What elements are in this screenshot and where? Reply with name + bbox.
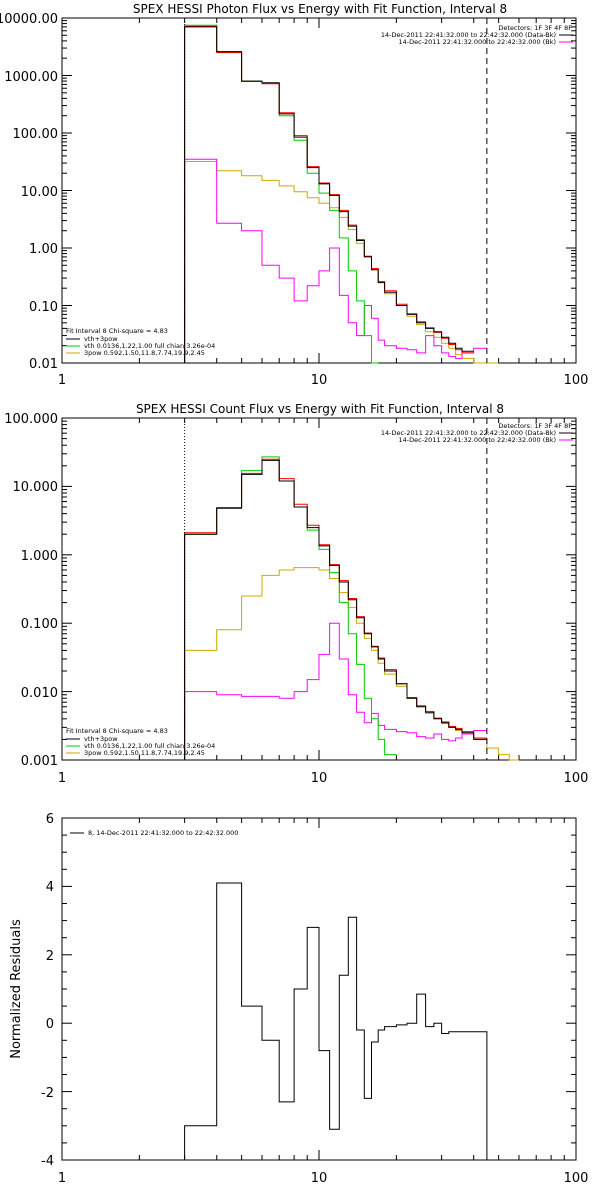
photon-flux-legend-detectors: Detectors: 1F 3F 4F 8F xyxy=(498,24,572,32)
count-flux-ticks xyxy=(61,417,576,761)
photon-flux-x-tick-label-100: 100 xyxy=(564,373,589,388)
photon-flux-y-tick-label: 1000.00 xyxy=(4,70,58,85)
count-flux-y-tick-label: 100.000 xyxy=(4,412,58,427)
photon-flux-series xyxy=(184,24,499,364)
count-flux-y-tick-label: 10.000 xyxy=(13,480,59,495)
count-flux-legend-bk: 14-Dec-2011 22:41:32.000 to 22:42:32.000… xyxy=(399,436,557,444)
photon-flux-fit-range-lines xyxy=(184,18,488,363)
photon-flux-legend-fit-interval: Fit Interval 8 Chi-square = 4.83 xyxy=(66,327,168,335)
residuals-x-tick-label-1: 1 xyxy=(58,1171,66,1186)
photon-flux-title: SPEX HESSI Photon Flux vs Energy with Fi… xyxy=(133,2,507,16)
photon-flux-y-tick-label: 10000.00 xyxy=(0,12,58,27)
count-flux-y-tick-label: 1.000 xyxy=(21,549,58,564)
count-flux-x-tick-label-100: 100 xyxy=(564,771,589,786)
count-flux-legend-model: vth+3pow xyxy=(84,735,118,743)
residuals-y-tick-label: -4 xyxy=(41,1154,54,1169)
count-flux-x-tick-label-10: 10 xyxy=(311,771,328,786)
data-minus-bk-histogram xyxy=(184,26,474,363)
residuals-histogram xyxy=(184,882,488,1160)
count-flux-legend-detectors: Detectors: 1F 3F 4F 8F xyxy=(498,422,572,430)
photon-flux-legend-vth: vth 0.0136,1.22,1.00 full chian 3.26e-04 xyxy=(84,342,215,350)
photon-flux-y-tick-label: 0.10 xyxy=(29,300,58,315)
residuals-x-tick-label-100: 100 xyxy=(564,1171,589,1186)
residuals-y-tick-label: 2 xyxy=(46,949,54,964)
photon-flux-y-tick-label: 1.00 xyxy=(29,242,58,257)
residuals-y-tick-label: 6 xyxy=(46,812,54,827)
residuals-legend: 8, 14-Dec-2011 22:41:32.000 to 22:42:32.… xyxy=(88,829,238,837)
count-flux-legend-data: 14-Dec-2011 22:41:32.000 to 22:42:32.000… xyxy=(381,429,556,437)
photon-flux-y-tick-label: 0.01 xyxy=(29,357,58,372)
residuals-x-tick-label-10: 10 xyxy=(311,1171,328,1186)
photon-flux-legend-data: 14-Dec-2011 22:41:32.000 to 22:42:32.000… xyxy=(381,31,556,39)
photon-flux-y-tick-label: 100.00 xyxy=(13,127,59,142)
photon-flux-y-tick-label: 10.00 xyxy=(21,185,58,200)
count-flux-panel: SPEX HESSI Count Flux vs Energy with Fit… xyxy=(4,402,588,786)
count-flux-y-tick-label: 0.010 xyxy=(21,686,58,701)
count-flux-legend-3pow: 3pow 0.592,1.50,11.8,7.74,19.9,2.45 xyxy=(84,749,205,757)
residuals-series xyxy=(184,882,488,1160)
photon-flux-panel: SPEX HESSI Photon Flux vs Energy with Fi… xyxy=(0,2,588,388)
residuals-ticks xyxy=(61,817,576,1161)
background-histogram xyxy=(184,158,487,363)
residuals-y-axis-label: Normalized Residuals xyxy=(9,919,24,1059)
residuals-y-tick-label: 0 xyxy=(46,1017,54,1032)
photon-flux-x-tick-label-1: 1 xyxy=(58,373,66,388)
count-flux-fit-range-lines xyxy=(184,418,488,760)
data-minus-bk-histogram xyxy=(184,459,487,760)
residuals-y-tick-label: -2 xyxy=(41,1086,54,1101)
count-flux-title: SPEX HESSI Count Flux vs Energy with Fit… xyxy=(136,402,504,416)
count-flux-y-tick-label: 0.100 xyxy=(21,617,58,632)
count-flux-legend-vth: vth 0.0136,1.22,1.00 full chian 3.26e-04 xyxy=(84,742,215,750)
photon-flux-ticks xyxy=(61,17,576,364)
residuals-panel: 1 10 100 6 4 2 0 -2 -4 Normalized Residu… xyxy=(9,812,588,1186)
count-flux-y-tick-label: 0.001 xyxy=(21,754,58,769)
photon-flux-x-tick-label-10: 10 xyxy=(311,373,328,388)
photon-flux-legend-model: vth+3pow xyxy=(84,335,118,343)
count-flux-legend-fit-interval: Fit Interval 8 Chi-square = 4.83 xyxy=(66,727,168,735)
photon-flux-legend-bk: 14-Dec-2011 22:41:32.000 to 22:42:32.000… xyxy=(399,38,557,46)
photon-flux-legend-3pow: 3pow 0.592,1.50,11.8,7.74,19.9,2.45 xyxy=(84,349,205,357)
count-flux-x-tick-label-1: 1 xyxy=(58,771,66,786)
count-flux-series xyxy=(184,456,519,761)
residuals-y-tick-label: 4 xyxy=(46,880,54,895)
